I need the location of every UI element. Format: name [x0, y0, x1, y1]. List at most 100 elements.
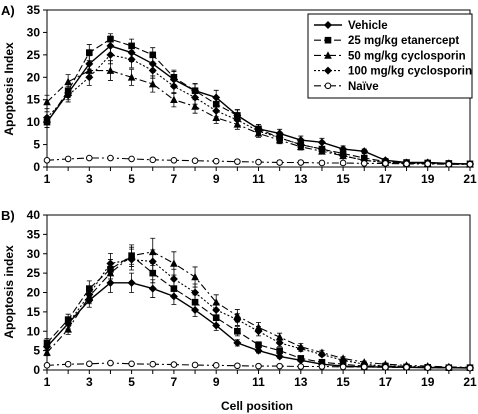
- panel-a-data-point: [360, 147, 369, 156]
- panel-b-y-axis-label: Apoptosis index: [2, 245, 16, 339]
- panel-a-data-point: [128, 155, 135, 163]
- panel-b-data-point: [339, 363, 347, 371]
- panel-b-data-point: [254, 346, 263, 355]
- panel-a-data-point: [43, 97, 51, 106]
- panel-a-data-point: [191, 102, 199, 110]
- panel-b-y-tick-label: 35: [27, 227, 41, 241]
- panel-b-y-tick-label: 25: [27, 266, 41, 280]
- panel-b-data-point: [191, 298, 199, 306]
- panel-a-data-point: [339, 151, 348, 160]
- panel-b-data-point: [318, 363, 326, 370]
- panel-a-data-point: [169, 82, 178, 91]
- panel-b-data-point: [85, 290, 94, 299]
- panel-b-data-point: [233, 338, 242, 347]
- panel-b-data-point: [43, 348, 51, 356]
- panel-b-data-point: [339, 356, 348, 365]
- panel-b-data-point: [233, 315, 242, 324]
- panel-a-data-point: [86, 49, 93, 56]
- panel-b-data-point: [297, 363, 305, 370]
- panel-b-data-point: [212, 305, 221, 314]
- panel-a-legend-box: [307, 13, 473, 99]
- panel-b-label: B): [1, 208, 15, 223]
- panel-a-series-4: [43, 154, 474, 168]
- panel-a-data-point: [170, 95, 178, 104]
- panel-b-data-point: [318, 358, 326, 366]
- panel-b-data-point: [170, 259, 178, 267]
- panel-a-x-tick-label: 17: [379, 172, 393, 186]
- panel-b-data-point: [64, 360, 72, 368]
- x-axis-label: Cell position: [221, 399, 293, 413]
- panel-a-x-tick-label: 7: [171, 172, 178, 186]
- panel-b-series-4: [43, 359, 474, 372]
- panel-b-data-point: [43, 362, 51, 369]
- panel-a-data-point: [212, 157, 220, 165]
- panel-a-x-tick-label: 21: [463, 172, 477, 186]
- panel-b-data-point: [191, 288, 200, 297]
- panel-a-data-point: [64, 91, 73, 100]
- panel-a-data-point: [212, 106, 221, 115]
- panel-a-data-point: [106, 50, 115, 59]
- panel-a-data-point: [234, 158, 241, 165]
- panel-a-data-point: [317, 138, 326, 147]
- panel-b-data-point: [107, 359, 114, 367]
- panel-b-x-tick-label: 21: [463, 375, 477, 389]
- panel-a-legend-marker: [324, 21, 332, 29]
- panel-a-x-tick-label: 11: [252, 172, 265, 186]
- panel-b-data-point: [276, 362, 283, 370]
- panel-b-data-point: [296, 344, 305, 353]
- panel-a-data-point: [43, 113, 51, 122]
- panel-a-data-point: [64, 155, 72, 163]
- panel-a-data-point: [296, 140, 305, 149]
- panel-a-data-point: [318, 159, 326, 167]
- panel-b-data-point: [212, 321, 221, 330]
- panel-a-data-point: [212, 113, 220, 121]
- panel-a-data-point: [127, 55, 136, 64]
- panel-a-x-tick-label: 15: [336, 172, 350, 186]
- panel-a-data-point: [148, 66, 157, 75]
- panel-a-x-tick-label: 3: [86, 172, 93, 186]
- panel-a-x-tick-label: 1: [44, 172, 51, 186]
- panel-a-data-point: [275, 133, 284, 142]
- panel-b-x-tick-label: 7: [171, 375, 178, 389]
- panel-b-data-point: [445, 364, 453, 371]
- panel-b-data-point: [106, 259, 115, 268]
- panel-b-x-tick-label: 5: [128, 375, 135, 389]
- panel-b-data-point: [191, 361, 199, 369]
- panel-a-data-point: [85, 73, 94, 82]
- panel-b-x-tick-label: 1: [44, 375, 51, 389]
- panel-a-data-point: [466, 161, 474, 168]
- panel-a-data-point: [445, 161, 453, 168]
- panel-a-data-point: [107, 154, 114, 162]
- panel-a-y-tick-label: 15: [27, 93, 41, 107]
- panel-a-data-point: [212, 93, 221, 102]
- panel-a-data-point: [276, 159, 283, 166]
- panel-a-data-point: [424, 160, 432, 168]
- panel-b-x-tick-label: 17: [379, 375, 393, 389]
- panel-b-data-point: [127, 278, 136, 287]
- panel-b-data-point: [149, 360, 157, 368]
- panel-a-y-tick-label: 0: [33, 160, 40, 174]
- panel-a-y-tick-label: 20: [27, 70, 41, 84]
- panel-b-y-tick-label: 5: [33, 344, 40, 358]
- panel-b-data-point: [64, 319, 73, 328]
- panel-b-data-point: [466, 364, 474, 372]
- panel-a-data-point: [43, 156, 51, 164]
- panel-b-y-tick-label: 20: [27, 286, 41, 300]
- panel-a-y-tick-label: 10: [27, 115, 41, 129]
- panel-b-chart: B) Apoptosis index Cell position 0510152…: [1, 208, 477, 413]
- panel-b-data-point: [148, 284, 157, 293]
- panel-a-x-tick-label: 5: [128, 172, 135, 186]
- panel-a-data-point: [106, 66, 115, 74]
- panel-a-y-axis-label: Apoptosis Index: [2, 42, 16, 136]
- panel-b-x-tick-label: 13: [294, 375, 308, 389]
- panel-a-y-tick-label: 25: [27, 48, 41, 62]
- panel-a-data-point: [297, 159, 305, 166]
- panel-b-data-point: [275, 352, 284, 361]
- panel-a-data-point: [382, 160, 389, 167]
- panel-b-series-3: [43, 248, 474, 372]
- panel-a-data-point: [128, 42, 135, 50]
- panel-b-x-tick-label: 15: [336, 375, 350, 389]
- panel-b-series-line: [46, 259, 471, 369]
- panel-a-data-point: [254, 127, 263, 136]
